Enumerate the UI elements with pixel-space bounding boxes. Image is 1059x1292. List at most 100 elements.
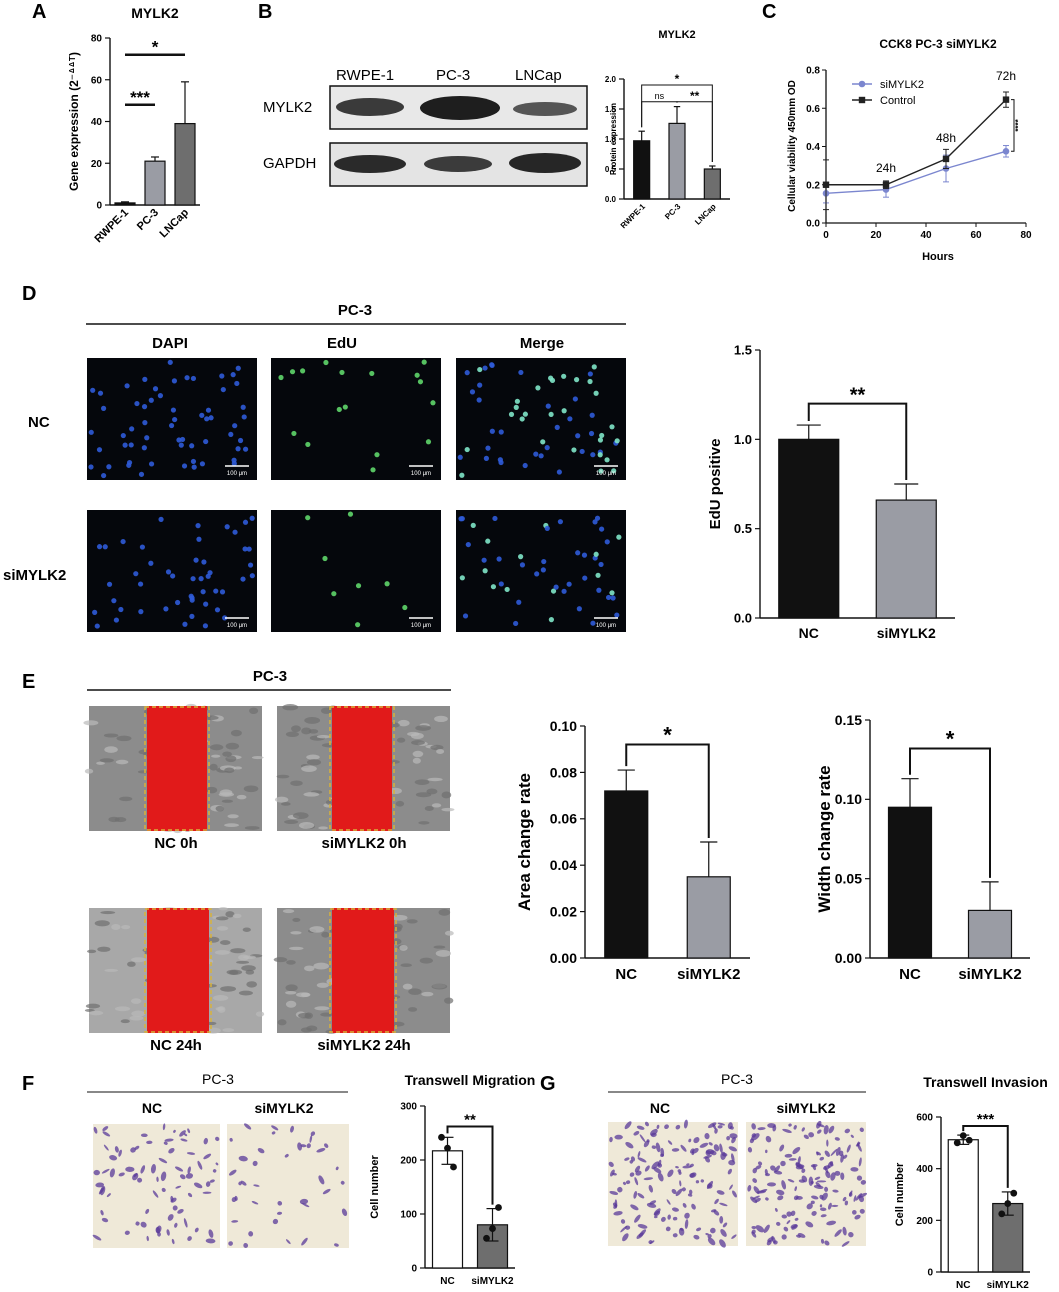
stained-cell: [813, 1184, 824, 1189]
nucleus: [476, 397, 482, 403]
nucleus: [597, 452, 603, 458]
cell-texture: [444, 997, 454, 1004]
stained-cell: [788, 1158, 797, 1161]
cell-texture: [303, 792, 320, 797]
bar: [431, 1150, 464, 1269]
bar: [114, 202, 136, 206]
stained-cell: [719, 1239, 726, 1248]
nucleus: [106, 464, 112, 470]
cell-texture: [121, 925, 131, 930]
cell-texture: [131, 1010, 146, 1017]
stained-cell: [171, 1238, 175, 1245]
cell-texture: [242, 927, 251, 932]
cell-texture: [412, 757, 421, 764]
y-tick-label: 0.0: [734, 611, 752, 626]
stained-cell: [720, 1229, 727, 1237]
stained-cell: [786, 1220, 791, 1225]
nucleus: [184, 375, 190, 381]
stained-cell: [675, 1188, 683, 1197]
stained-cell: [716, 1190, 725, 1195]
stained-cell: [719, 1143, 723, 1153]
nucleus: [190, 576, 196, 582]
cell-texture: [301, 765, 317, 772]
time-annotation: 24h: [876, 161, 896, 175]
stained-cell: [644, 1165, 650, 1172]
stained-cell: [810, 1163, 818, 1168]
series-line: [825, 150, 1007, 195]
stained-cell: [687, 1193, 693, 1197]
panel-label-f: F: [22, 1073, 34, 1095]
stained-cell: [793, 1125, 797, 1130]
stained-cell: [860, 1180, 867, 1185]
cell-texture: [214, 950, 230, 955]
stained-cell: [684, 1219, 689, 1229]
nucleus: [152, 386, 159, 392]
nucleus: [588, 430, 595, 437]
nucleus: [214, 607, 221, 613]
nucleus: [481, 557, 487, 563]
stained-cell: [665, 1226, 671, 1232]
stained-cell: [212, 1169, 217, 1173]
blot-band: [420, 96, 500, 120]
stained-cell: [823, 1165, 831, 1170]
wound-caption: NC 24h: [150, 1037, 202, 1054]
cell-texture: [402, 983, 413, 990]
nucleus: [575, 550, 581, 556]
nucleus: [582, 575, 588, 581]
stained-cell: [755, 1225, 765, 1233]
stained-cell: [819, 1156, 825, 1161]
nucleus: [522, 462, 528, 469]
nucleus: [557, 519, 563, 525]
data-point: [438, 1133, 445, 1141]
nucleus: [605, 594, 612, 601]
stained-cell: [277, 1201, 283, 1206]
stained-cell: [617, 1186, 623, 1193]
stained-cell: [102, 1131, 111, 1137]
stained-cell: [180, 1138, 188, 1142]
nucleus: [519, 416, 525, 422]
stained-cell: [677, 1169, 682, 1173]
stained-cell: [657, 1163, 663, 1168]
nucleus: [198, 576, 204, 582]
data-point: [965, 1136, 973, 1144]
cell-texture: [292, 812, 309, 820]
stained-cell: [243, 1242, 249, 1248]
stained-cell: [749, 1138, 755, 1144]
cell-texture: [285, 1000, 297, 1008]
stained-cell: [179, 1174, 186, 1180]
nucleus: [111, 598, 117, 604]
stained-cell: [766, 1182, 777, 1187]
cell-texture: [426, 788, 438, 795]
cell-texture: [224, 767, 235, 774]
cell-texture: [219, 940, 231, 946]
cell-texture: [207, 936, 220, 943]
panel-label-e: E: [22, 671, 35, 693]
stained-cell: [792, 1147, 801, 1155]
nucleus: [100, 405, 107, 411]
stained-cell: [826, 1139, 829, 1147]
y-axis-label: Cell number: [369, 1155, 381, 1219]
stained-cell: [162, 1123, 166, 1131]
nucleus: [102, 544, 108, 550]
stained-cell: [828, 1125, 835, 1134]
bar: [174, 122, 196, 206]
edu-nucleus: [355, 622, 361, 628]
nucleus: [589, 412, 595, 418]
stained-cell: [830, 1148, 838, 1156]
cell-texture: [206, 786, 218, 794]
cell-texture: [434, 715, 448, 723]
stained-cell: [717, 1125, 723, 1129]
y-tick-label: 0.00: [835, 950, 862, 966]
edu-nucleus: [289, 369, 296, 375]
nucleus: [544, 445, 550, 451]
nucleus: [195, 523, 201, 529]
nucleus: [482, 568, 488, 574]
stained-cell: [755, 1165, 762, 1170]
nucleus: [518, 369, 524, 376]
nucleus: [492, 515, 498, 522]
cell-texture: [97, 946, 111, 952]
stained-cell: [140, 1133, 148, 1138]
cell-texture: [137, 770, 150, 774]
y-tick-label: 0.2: [806, 180, 820, 191]
nucleus: [213, 588, 219, 594]
